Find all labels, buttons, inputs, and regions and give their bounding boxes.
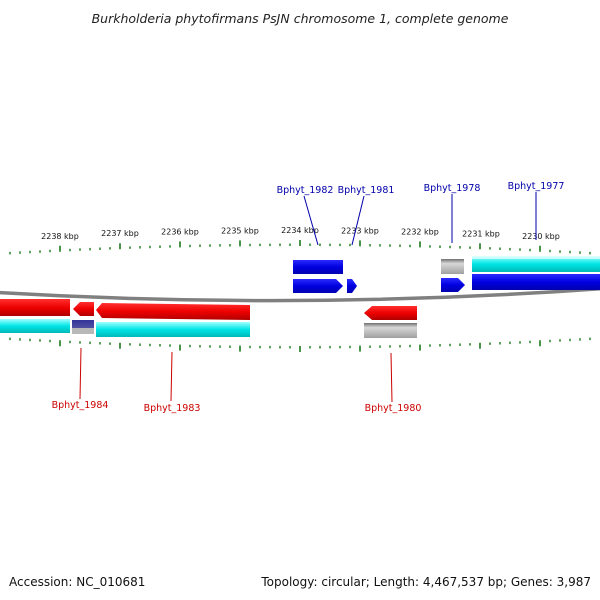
genome-summary-text: Topology: circular; Length: 4,467,537 bp… — [260, 575, 591, 589]
tick-label: 2234 kbp — [281, 226, 319, 235]
genome-backbone — [0, 286, 600, 303]
gene-label-bphyt-1983[interactable]: Bphyt_1983 — [144, 403, 201, 414]
gene-arrow[interactable] — [73, 302, 94, 316]
cds-feature-block[interactable] — [472, 256, 600, 272]
label-leader — [170, 351, 173, 402]
gene-arrow[interactable] — [364, 306, 417, 320]
tick-label: 2235 kbp — [221, 226, 259, 235]
gene-label-bphyt-1978[interactable]: Bphyt_1978 — [424, 183, 481, 194]
gene-label-bphyt-1981[interactable]: Bphyt_1981 — [338, 185, 395, 196]
tick-marks — [9, 240, 591, 352]
label-leader — [303, 195, 319, 246]
gene-label-bphyt-1982[interactable]: Bphyt_1982 — [277, 185, 334, 196]
other-feature-block[interactable] — [364, 323, 417, 338]
tick-label: 2233 kbp — [341, 226, 379, 235]
cds-feature-block[interactable] — [0, 319, 70, 333]
cds-feature-block[interactable] — [96, 322, 250, 337]
map-title: Burkholderia phytofirmans PsJN chromosom… — [92, 11, 509, 26]
gene-label-bphyt-1977[interactable]: Bphyt_1977 — [508, 181, 565, 192]
gene-block[interactable] — [472, 274, 600, 290]
gene-block[interactable] — [293, 260, 343, 274]
accession-text: Accession: NC_010681 — [9, 575, 145, 589]
label-leader — [79, 347, 82, 400]
tick-label: 2236 kbp — [161, 227, 199, 236]
gene-label-bphyt-1984[interactable]: Bphyt_1984 — [52, 400, 109, 411]
tick-label: 2237 kbp — [101, 229, 139, 238]
backbone-highlight — [0, 282, 600, 302]
gene-label-bphyt-1980[interactable]: Bphyt_1980 — [365, 403, 422, 414]
tick-label: 2231 kbp — [462, 229, 500, 238]
label-leader — [390, 352, 393, 403]
tick-label: 2238 kbp — [41, 232, 79, 241]
feature-lower — [72, 328, 94, 334]
label-leader — [351, 195, 365, 246]
gene-block[interactable] — [0, 299, 70, 316]
gene-arrow[interactable] — [441, 278, 465, 292]
feature-highlight — [472, 256, 600, 259]
other-feature-block[interactable] — [441, 259, 464, 274]
gene-arrow[interactable] — [347, 279, 357, 293]
tick-label: 2232 kbp — [401, 227, 439, 236]
tick-label: 2230 kbp — [522, 232, 560, 241]
tick-labels: 2238 kbp 2237 kbp 2236 kbp 2235 kbp 2234 kbp… — [41, 226, 560, 241]
gene-arrow[interactable] — [96, 303, 250, 320]
gene-arrow[interactable] — [293, 279, 343, 293]
